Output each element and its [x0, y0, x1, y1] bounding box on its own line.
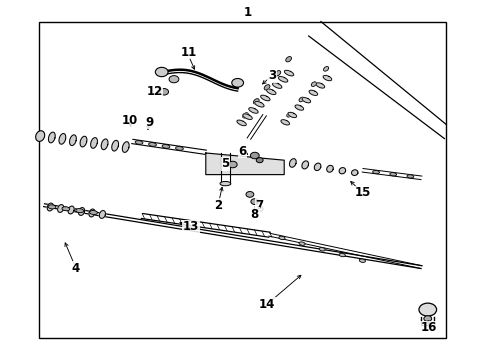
Polygon shape [58, 204, 64, 212]
Ellipse shape [286, 57, 292, 62]
Polygon shape [267, 89, 276, 95]
Ellipse shape [279, 236, 285, 240]
Text: 2: 2 [214, 199, 222, 212]
Ellipse shape [175, 147, 183, 150]
Polygon shape [122, 142, 129, 152]
Polygon shape [290, 159, 296, 167]
Polygon shape [70, 135, 76, 145]
Ellipse shape [287, 112, 292, 117]
Ellipse shape [148, 143, 156, 146]
Ellipse shape [299, 242, 305, 246]
Ellipse shape [220, 181, 231, 186]
Polygon shape [323, 76, 332, 81]
Polygon shape [351, 170, 358, 175]
Polygon shape [302, 98, 311, 103]
Polygon shape [327, 165, 333, 172]
Circle shape [228, 161, 237, 168]
Circle shape [419, 303, 437, 316]
Circle shape [251, 199, 259, 204]
Circle shape [155, 67, 168, 77]
Polygon shape [339, 168, 345, 174]
Polygon shape [261, 95, 270, 101]
Ellipse shape [243, 113, 248, 118]
Polygon shape [49, 132, 55, 143]
Polygon shape [80, 136, 87, 147]
Ellipse shape [275, 71, 281, 76]
Text: 8: 8 [251, 208, 259, 221]
Text: 12: 12 [146, 85, 163, 98]
Text: 4: 4 [72, 262, 80, 275]
Ellipse shape [299, 97, 304, 102]
Polygon shape [206, 153, 284, 175]
Ellipse shape [323, 67, 329, 71]
Ellipse shape [407, 175, 414, 178]
Polygon shape [47, 203, 53, 211]
Polygon shape [59, 134, 66, 144]
Polygon shape [278, 77, 288, 82]
Ellipse shape [253, 99, 259, 104]
Polygon shape [91, 138, 98, 148]
Circle shape [424, 316, 432, 321]
Text: 14: 14 [259, 298, 275, 311]
Circle shape [232, 78, 244, 87]
Polygon shape [272, 83, 282, 88]
Polygon shape [249, 108, 258, 113]
Circle shape [160, 89, 169, 95]
Ellipse shape [373, 170, 379, 174]
Text: 6: 6 [239, 145, 246, 158]
Circle shape [256, 158, 263, 163]
Polygon shape [302, 161, 309, 169]
Polygon shape [255, 102, 264, 107]
Text: 13: 13 [183, 220, 199, 233]
Circle shape [246, 192, 254, 197]
Ellipse shape [390, 172, 396, 176]
Polygon shape [309, 90, 318, 95]
Text: 10: 10 [122, 114, 138, 127]
Text: 11: 11 [180, 46, 197, 59]
Ellipse shape [36, 131, 45, 141]
Text: 3: 3 [268, 69, 276, 82]
Polygon shape [295, 105, 304, 110]
Ellipse shape [162, 145, 170, 148]
Polygon shape [281, 120, 290, 125]
Circle shape [169, 76, 179, 83]
Text: 9: 9 [146, 116, 153, 129]
Ellipse shape [359, 259, 366, 262]
Ellipse shape [90, 211, 98, 215]
Polygon shape [112, 140, 119, 151]
Text: 1: 1 [244, 6, 251, 19]
Polygon shape [89, 209, 95, 217]
Ellipse shape [319, 248, 325, 251]
Polygon shape [243, 114, 252, 120]
Ellipse shape [135, 141, 143, 144]
Circle shape [250, 152, 259, 159]
Circle shape [256, 206, 263, 211]
Text: 16: 16 [420, 321, 437, 334]
Ellipse shape [264, 85, 270, 90]
Ellipse shape [62, 207, 70, 211]
Polygon shape [99, 211, 105, 219]
Ellipse shape [311, 82, 317, 86]
Text: 15: 15 [354, 186, 371, 199]
Polygon shape [316, 83, 325, 88]
Text: 7: 7 [256, 199, 264, 212]
Polygon shape [68, 206, 74, 214]
Ellipse shape [48, 205, 56, 209]
Polygon shape [78, 208, 85, 215]
Text: 5: 5 [221, 157, 229, 170]
Ellipse shape [339, 253, 345, 257]
Polygon shape [101, 139, 108, 150]
Polygon shape [288, 112, 296, 118]
Polygon shape [237, 120, 246, 126]
Ellipse shape [76, 209, 84, 213]
Bar [39, 22, 446, 338]
Polygon shape [284, 70, 294, 76]
Polygon shape [314, 163, 321, 171]
